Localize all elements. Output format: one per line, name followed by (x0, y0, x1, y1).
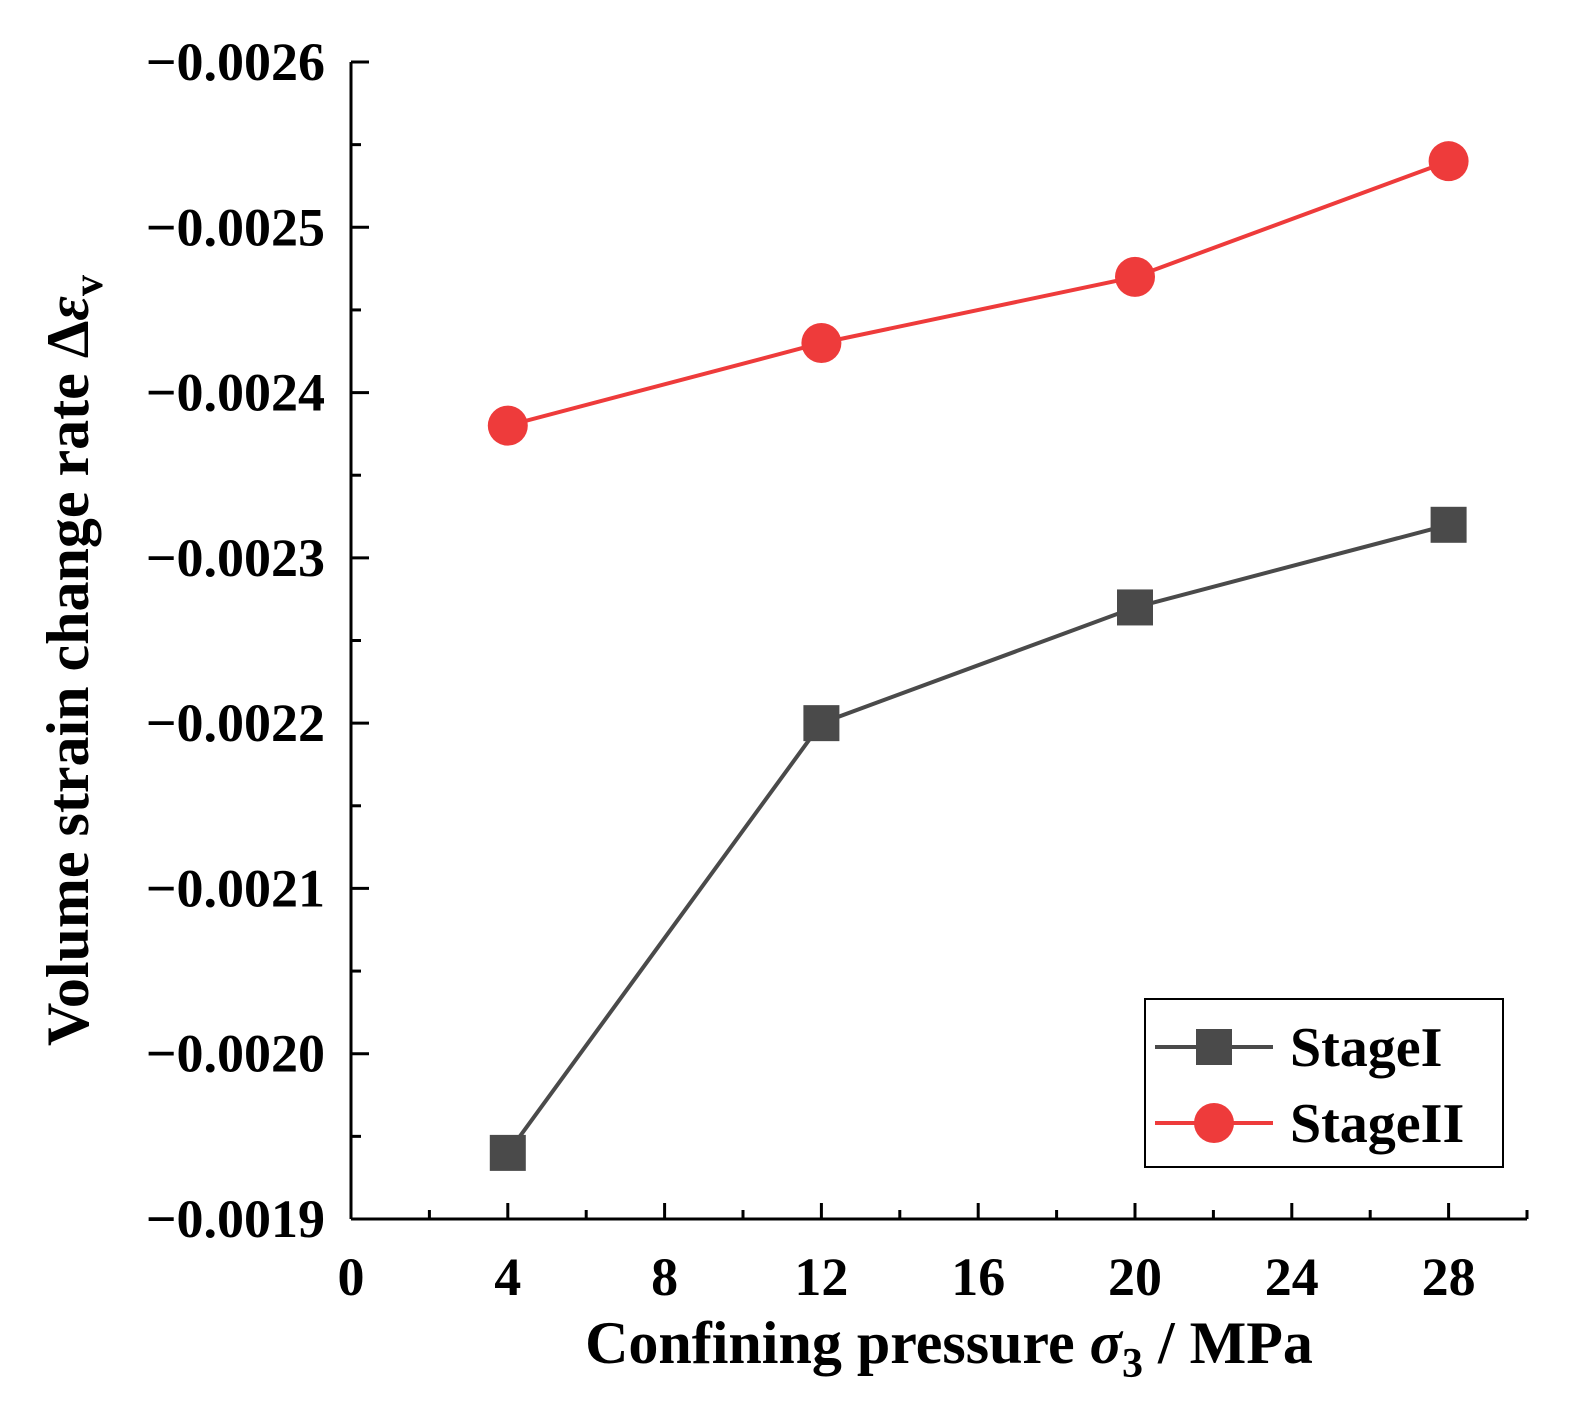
data-point-stageii (487, 405, 528, 446)
legend-marker-stageii (1194, 1103, 1234, 1143)
legend-label-stagei: StageI (1290, 1017, 1442, 1079)
x-axis-title-subscript: 3 (1122, 1341, 1143, 1387)
y-axis-title-symbol: ε (35, 296, 101, 321)
data-point-stagei (1430, 506, 1467, 543)
y-tick-label: −0.0026 (146, 32, 325, 92)
x-tick-label: 12 (794, 1247, 848, 1307)
y-axis-title-main: Volume strain change rate Δ (35, 321, 101, 1046)
legend-label-stageii: StageII (1290, 1093, 1464, 1155)
x-tick-label: 4 (494, 1247, 521, 1307)
y-tick-label: −0.0021 (146, 858, 325, 918)
data-point-stagei (1117, 589, 1153, 626)
y-tick-label: −0.0022 (146, 693, 325, 753)
x-tick-label: 16 (951, 1247, 1005, 1307)
y-axis-title-subscript: v (66, 275, 112, 296)
legend-marker-stagei (1196, 1029, 1232, 1065)
series-line-stageii (507, 159, 1450, 428)
y-tick-label: −0.0023 (146, 528, 325, 588)
x-tick-label: 24 (1265, 1247, 1319, 1307)
data-point-stagei (803, 705, 840, 742)
y-tick-label: −0.0019 (146, 1189, 325, 1249)
y-tick-label: −0.0025 (146, 197, 325, 257)
series-line-stagei (506, 522, 1450, 1155)
y-tick-label: −0.0020 (146, 1024, 325, 1084)
legend: StageI StageII (1144, 998, 1504, 1168)
x-ticks: 0 4 8 12 16 20 24 28 (338, 1203, 1529, 1307)
y-ticks: −0.0019 −0.0020 −0.0021 −0.0022 −0.0023 −0.00… (146, 32, 369, 1249)
data-point-stageii (801, 322, 842, 363)
data-point-stageii (1115, 256, 1155, 297)
x-tick-label: 0 (338, 1247, 365, 1307)
x-axis-title-unit: / MPa (1143, 1310, 1313, 1376)
x-tick-label: 8 (651, 1247, 678, 1307)
x-tick-label: 20 (1108, 1247, 1162, 1307)
y-axis-title: Volume strain change rate Δεv (35, 275, 112, 1046)
x-axis-title-main: Confining pressure (585, 1310, 1090, 1376)
data-point-stageii (1428, 141, 1469, 182)
x-axis-title-symbol: σ (1090, 1310, 1124, 1376)
data-point-stagei (489, 1134, 526, 1171)
x-tick-label: 28 (1422, 1247, 1476, 1307)
y-tick-label: −0.0024 (146, 363, 325, 423)
x-axis-title: Confining pressure σ3 / MPa (585, 1310, 1313, 1387)
series-layer (487, 141, 1469, 1171)
